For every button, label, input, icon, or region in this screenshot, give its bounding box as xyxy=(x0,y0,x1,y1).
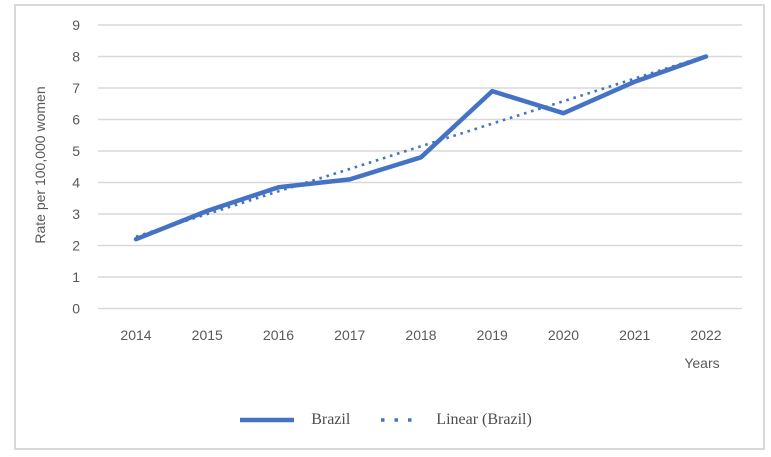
dotted-line-swatch-icon xyxy=(381,418,420,422)
legend-item-brazil: Brazil xyxy=(239,411,350,429)
y-tick-label: 7 xyxy=(72,80,80,96)
x-axis-title: Years xyxy=(684,355,720,371)
legend-label-linear-brazil: Linear (Brazil) xyxy=(436,411,532,428)
solid-line-swatch-icon xyxy=(240,417,295,423)
x-tick-label: 2019 xyxy=(477,327,508,343)
legend-label-brazil: Brazil xyxy=(311,411,351,428)
trendline-series xyxy=(135,54,707,238)
y-tick-label: 6 xyxy=(72,112,80,128)
y-tick-label: 1 xyxy=(72,269,80,285)
y-tick-label: 9 xyxy=(72,17,80,33)
y-tick-label: 5 xyxy=(72,143,80,159)
legend-item-linear-brazil: Linear (Brazil) xyxy=(380,411,532,429)
y-tick-label: 4 xyxy=(72,175,80,191)
x-tick-label: 2016 xyxy=(263,327,294,343)
x-tick-label: 2014 xyxy=(120,327,151,343)
x-tick-label: 2022 xyxy=(690,327,721,343)
x-tick-label: 2015 xyxy=(192,327,223,343)
y-tick-label: 0 xyxy=(72,301,80,317)
y-tick-label: 2 xyxy=(72,238,80,254)
x-tick-label: 2017 xyxy=(334,327,365,343)
chart-legend: Brazil Linear (Brazil) xyxy=(0,409,771,431)
y-tick-label: 8 xyxy=(72,49,80,65)
y-tick-label: 3 xyxy=(72,206,80,222)
brazil-series xyxy=(133,54,709,242)
x-tick-label: 2020 xyxy=(548,327,579,343)
x-tick-label: 2021 xyxy=(619,327,650,343)
x-tick-label: 2018 xyxy=(405,327,436,343)
y-axis-title: Rate per 100,000 women xyxy=(32,86,48,244)
